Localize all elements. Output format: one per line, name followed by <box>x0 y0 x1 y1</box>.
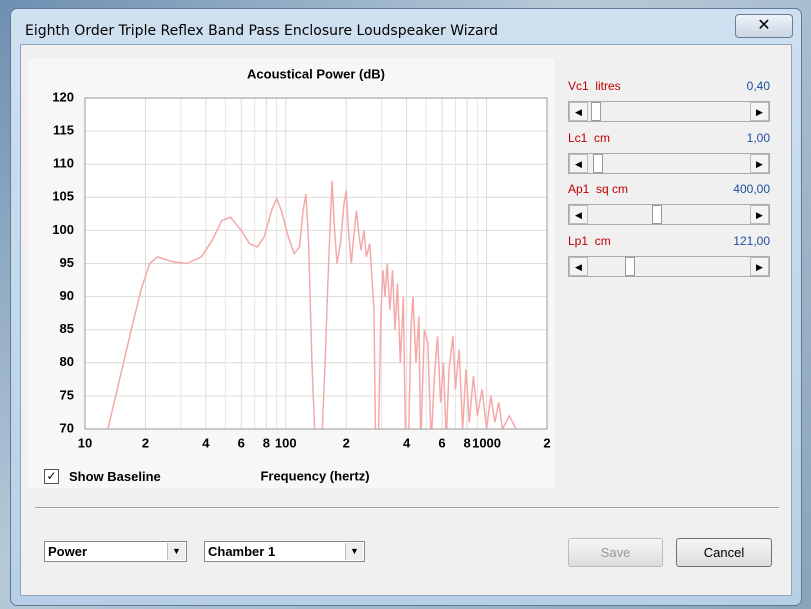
slider-arrow-left: ◀ <box>569 205 588 224</box>
y-tick-label: 85 <box>60 321 74 336</box>
slider-arrow-right: ▶ <box>750 256 769 276</box>
param-label: Lc1 cm <box>568 130 611 145</box>
dropdown[interactable]: Chamber 1 ▼ <box>204 541 365 562</box>
param-label: Ap1 sq cm <box>568 182 629 196</box>
y-tick-label: 100 <box>52 222 74 237</box>
slider-arrow-right: ▶ <box>750 153 769 173</box>
dropdown[interactable]: Power ▼ <box>44 541 187 562</box>
x-tick-label: 100 <box>275 435 297 450</box>
slider-thumb <box>652 205 662 224</box>
x-tick-label: 8 <box>263 435 270 450</box>
x-axis-label: Frequency (hertz) <box>260 468 369 483</box>
param-value: 0,40 <box>746 79 770 93</box>
param-label: Vc1 litres <box>568 79 621 93</box>
y-tick-label: 95 <box>60 255 74 270</box>
chart-title: Acoustical Power (dB) <box>247 66 385 81</box>
slider-thumb <box>625 256 635 276</box>
dropdown-text: Chamber 1 <box>208 544 276 559</box>
slider-arrow-right: ▶ <box>750 102 769 121</box>
checkbox[interactable]: ✓ <box>44 469 59 484</box>
y-tick-label: 75 <box>60 387 74 402</box>
plot-border <box>84 97 548 430</box>
y-tick-label: 70 <box>60 420 74 435</box>
y-tick-label: 110 <box>53 156 74 171</box>
param-value: 1,00 <box>746 130 770 145</box>
x-tick-label: 4 <box>202 435 210 450</box>
slider-arrow-right: ▶ <box>750 205 769 224</box>
dropdown-arrow: ▼ <box>345 543 363 560</box>
x-tick-label: 8 <box>463 435 470 450</box>
param-label: Lp1 cm <box>568 233 611 248</box>
slider-thumb <box>591 102 601 121</box>
separator <box>35 507 779 509</box>
slider-track[interactable]: ◀ ▶ <box>568 255 770 277</box>
cancel-button[interactable]: Cancel <box>676 538 772 567</box>
slider-arrow-left: ◀ <box>569 102 588 121</box>
x-tick-label: 2 <box>543 435 550 450</box>
x-tick-label: 6 <box>438 435 445 450</box>
slider-arrow-left: ◀ <box>569 256 588 276</box>
y-tick-label: 80 <box>60 354 74 369</box>
dropdown-arrow: ▼ <box>167 543 185 560</box>
x-tick-label: 1000 <box>472 435 501 450</box>
x-tick-label: 4 <box>403 435 411 450</box>
window-title: Eighth Order Triple Reflex Band Pass Enc… <box>25 23 498 39</box>
data-line <box>107 180 517 429</box>
close-button[interactable]: ✕ <box>735 14 793 38</box>
x-tick-label: 2 <box>343 435 350 450</box>
param-value: 121,00 <box>733 233 770 248</box>
y-tick-label: 105 <box>52 189 74 204</box>
y-tick-label: 115 <box>53 123 74 138</box>
dropdown-text: Power <box>48 544 88 559</box>
y-tick-label: 90 <box>60 288 74 303</box>
slider-arrow-left: ◀ <box>569 153 588 173</box>
slider-track[interactable]: ◀ ▶ <box>568 152 770 174</box>
param-value: 400,00 <box>733 182 770 196</box>
save-button[interactable]: Save <box>568 538 663 567</box>
x-tick-label: 2 <box>142 435 149 450</box>
slider-thumb <box>593 153 603 173</box>
x-tick-label: 10 <box>78 435 92 450</box>
y-tick-label: 120 <box>52 89 74 104</box>
slider-track[interactable]: ◀ ▶ <box>568 101 770 122</box>
checkbox-label[interactable]: Show Baseline <box>69 469 161 484</box>
x-tick-label: 6 <box>238 435 245 450</box>
slider-track[interactable]: ◀ ▶ <box>568 204 770 225</box>
